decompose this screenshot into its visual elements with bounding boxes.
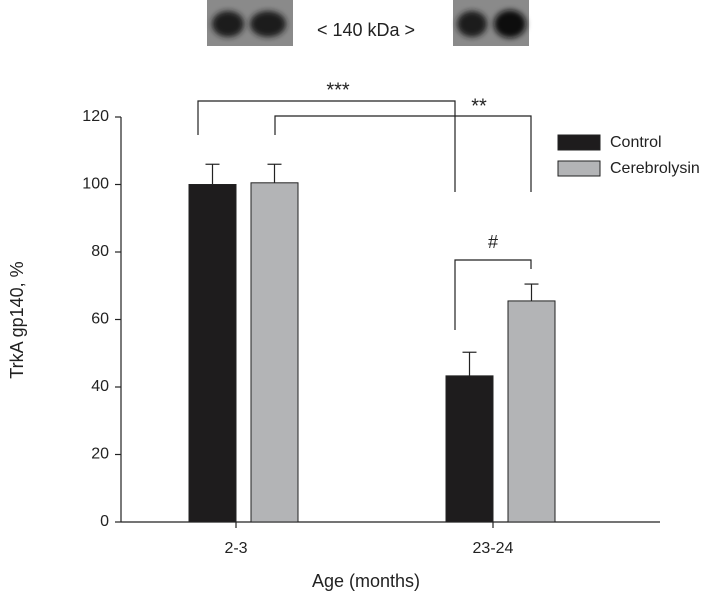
y-tick-label: 120 [82,108,109,125]
bracket [274,115,532,192]
legend-label: Control [610,134,662,151]
y-tick-label: 80 [91,243,109,260]
legend-label: Cerebrolysin [610,160,700,177]
blot-label: < 140 kDa > [317,20,415,40]
y-tick-label: 20 [91,446,109,463]
y-tick-label: 60 [91,311,109,328]
blot-left [207,0,293,46]
bar [250,182,299,523]
annotation: # [488,232,498,252]
x-tick-label: 23-24 [473,540,514,557]
bar [188,184,237,523]
bar [507,300,556,523]
bar [445,375,494,523]
y-tick-label: 40 [91,378,109,395]
annotation: *** [326,79,350,101]
bracket [454,259,532,330]
y-tick-label: 100 [82,176,109,193]
brackets [197,100,532,330]
legend-swatch [557,134,601,151]
y-axis-label: TrkA gp140, % [7,261,27,378]
bracket [197,100,456,192]
blot-right [453,0,529,46]
legend-swatch [557,160,601,177]
x-tick-label: 2-3 [224,540,247,557]
y-tick-label: 0 [100,513,109,530]
x-axis-label: Age (months) [312,571,420,591]
annotation: ** [471,95,487,117]
